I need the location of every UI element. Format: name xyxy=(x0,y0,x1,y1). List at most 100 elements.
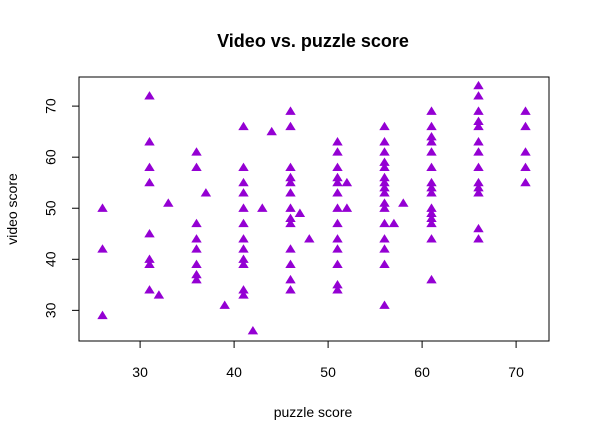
data-point-marker xyxy=(266,126,277,136)
data-point-marker xyxy=(379,121,390,131)
data-point-marker xyxy=(379,157,390,166)
data-point-marker xyxy=(144,285,155,294)
data-point-marker xyxy=(332,162,343,171)
data-point-marker xyxy=(426,147,437,156)
data-point-marker xyxy=(285,121,296,131)
data-point-marker xyxy=(332,147,343,156)
data-point-marker xyxy=(238,121,249,131)
data-point-marker xyxy=(379,198,390,207)
data-point-marker xyxy=(473,188,484,197)
x-axis-label: puzzle score xyxy=(274,404,353,420)
data-point-marker xyxy=(97,244,108,253)
data-point-marker xyxy=(332,285,343,294)
data-point-marker xyxy=(426,213,437,223)
x-tick-label: 60 xyxy=(414,364,430,380)
data-point-marker xyxy=(332,218,343,228)
data-point-marker xyxy=(144,228,155,238)
data-point-marker xyxy=(238,244,249,253)
data-point-marker xyxy=(379,218,390,228)
data-point-marker xyxy=(144,177,155,187)
data-point-marker xyxy=(97,203,108,212)
data-point-marker xyxy=(426,203,437,212)
data-point-marker xyxy=(426,162,437,171)
data-point-marker xyxy=(426,218,437,228)
x-tick-label: 40 xyxy=(226,364,242,380)
data-point-marker xyxy=(153,290,165,299)
data-point-marker xyxy=(191,147,202,156)
data-point-marker xyxy=(332,203,343,212)
data-point-marker xyxy=(257,203,268,212)
data-point-marker xyxy=(379,147,390,156)
data-point-marker xyxy=(144,162,155,171)
data-point-marker xyxy=(238,188,249,197)
data-point-marker xyxy=(473,116,484,126)
data-point-marker xyxy=(520,162,531,171)
data-point-marker xyxy=(191,218,202,228)
data-point-marker xyxy=(379,162,390,171)
data-point-marker xyxy=(200,188,212,197)
data-point-marker xyxy=(341,177,353,187)
data-point-marker xyxy=(219,300,230,309)
data-point-marker xyxy=(379,259,390,269)
data-point-marker xyxy=(426,234,437,243)
data-point-marker xyxy=(473,177,484,187)
data-point-marker xyxy=(285,213,296,223)
data-point-marker xyxy=(191,234,202,243)
data-point-marker xyxy=(285,172,296,182)
data-point-marker xyxy=(238,290,249,299)
data-point-marker xyxy=(238,285,249,294)
data-point-marker xyxy=(332,177,343,187)
data-point-marker xyxy=(144,137,155,146)
data-point-marker xyxy=(163,198,174,207)
data-point-marker xyxy=(285,285,296,294)
data-point-marker xyxy=(398,198,409,207)
y-axis: 30 40 50 60 70 xyxy=(43,98,80,318)
data-point-marker xyxy=(285,244,296,253)
data-point-marker xyxy=(379,137,390,146)
data-point-marker xyxy=(473,234,484,243)
data-points xyxy=(97,80,531,335)
data-point-marker xyxy=(144,259,155,269)
data-point-marker xyxy=(388,218,400,228)
data-point-marker xyxy=(379,234,390,243)
data-point-marker xyxy=(238,254,249,263)
data-point-marker xyxy=(285,274,296,284)
data-point-marker xyxy=(191,244,202,253)
data-point-marker xyxy=(379,183,390,192)
x-tick-label: 70 xyxy=(508,364,524,380)
data-point-marker xyxy=(247,325,259,335)
y-tick-label: 30 xyxy=(43,302,59,318)
x-tick-label: 50 xyxy=(320,364,336,380)
data-point-marker xyxy=(97,310,108,320)
data-point-marker xyxy=(332,259,343,269)
data-point-marker xyxy=(520,177,531,187)
data-point-marker xyxy=(285,188,296,197)
data-point-marker xyxy=(285,259,296,269)
data-point-marker xyxy=(332,234,343,243)
data-point-marker xyxy=(379,188,390,197)
data-point-marker xyxy=(426,177,437,187)
chart-title: Video vs. puzzle score xyxy=(217,31,409,51)
data-point-marker xyxy=(426,188,437,197)
data-point-marker xyxy=(191,162,202,171)
data-point-marker xyxy=(191,259,202,269)
data-point-marker xyxy=(473,80,484,90)
data-point-marker xyxy=(191,269,202,279)
data-point-marker xyxy=(379,244,390,253)
data-point-marker xyxy=(238,203,249,212)
data-point-marker xyxy=(144,254,155,263)
data-point-marker xyxy=(379,172,390,182)
data-point-marker xyxy=(238,218,249,228)
data-point-marker xyxy=(238,177,249,187)
data-point-marker xyxy=(285,177,296,187)
data-point-marker xyxy=(332,137,343,146)
data-point-marker xyxy=(426,106,437,115)
data-point-marker xyxy=(332,244,343,253)
plot-frame xyxy=(78,76,550,342)
data-point-marker xyxy=(144,91,155,100)
data-point-marker xyxy=(426,137,437,146)
data-point-marker xyxy=(285,106,296,115)
data-point-marker xyxy=(426,208,437,217)
data-point-marker xyxy=(379,177,390,187)
